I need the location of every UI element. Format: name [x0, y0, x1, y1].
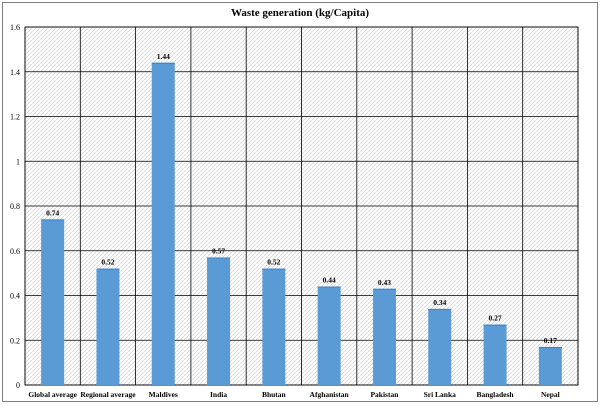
value-label: 0.52: [101, 258, 114, 267]
category-label: Sri Lanka: [424, 390, 457, 399]
y-tick-label: 1.6: [10, 23, 20, 32]
y-tick-label: 0.2: [10, 336, 20, 345]
value-label: 0.17: [544, 336, 557, 345]
value-label: 1.44: [157, 52, 170, 61]
value-label: 0.44: [323, 276, 336, 285]
bar: [428, 308, 452, 385]
gridlines: [24, 26, 579, 386]
bar: [483, 324, 507, 385]
y-tick-label: 1.2: [10, 113, 20, 122]
y-tick-label: 0.4: [10, 292, 20, 301]
bar: [372, 288, 396, 385]
bar: [538, 346, 562, 385]
value-label: 0.34: [433, 298, 446, 307]
value-label: 0.52: [267, 258, 280, 267]
y-tick-label: 1: [16, 157, 20, 166]
bar: [96, 268, 120, 385]
bars: [41, 62, 562, 386]
value-label: 0.57: [212, 246, 225, 255]
category-label: Afghanistan: [310, 390, 350, 399]
y-tick-label: 1.4: [10, 68, 20, 77]
category-labels: Global average Regional average Maldives In…: [28, 390, 559, 399]
value-label: 0.43: [378, 278, 391, 287]
category-label: Nepal: [541, 390, 560, 399]
bar: [317, 286, 341, 385]
chart-title: Waste generation (kg/Capita): [231, 7, 369, 19]
bar: [151, 62, 175, 386]
category-label: India: [210, 390, 227, 399]
y-tick-label: 0: [16, 381, 20, 390]
category-label: Global average: [28, 390, 77, 399]
bar: [262, 268, 286, 385]
bar: [207, 257, 231, 385]
bar: [41, 219, 65, 385]
category-label: Maldives: [149, 390, 178, 399]
y-axis: 0 0.2 0.4 0.6 0.8 1 1.2 1.4 1.6: [10, 23, 20, 390]
y-tick-label: 0.6: [10, 247, 20, 256]
value-label: 0.74: [46, 208, 59, 217]
value-labels: 0.74 0.52 1.44 0.57 0.52 0.44 0.43 0.34 0.27 0.17: [46, 52, 557, 345]
value-label: 0.27: [488, 314, 501, 323]
category-label: Pakistan: [370, 390, 399, 399]
category-label: Regional average: [80, 390, 136, 399]
category-label: Bhutan: [262, 390, 287, 399]
category-label: Bangladesh: [476, 390, 514, 399]
y-tick-label: 0.8: [10, 202, 20, 211]
